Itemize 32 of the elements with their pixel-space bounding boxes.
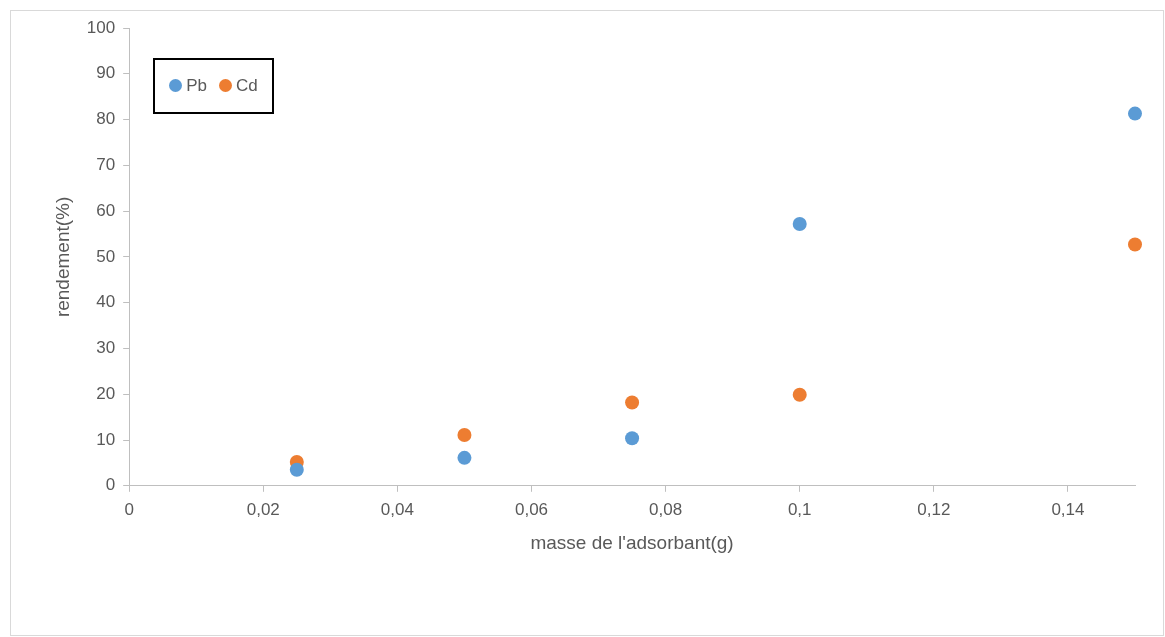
y-tick-label: 90 <box>96 63 116 83</box>
x-axis-title: masse de l'adsorbant(g) <box>530 531 734 553</box>
x-tick-label: 0 <box>124 499 134 519</box>
point <box>457 450 472 465</box>
point <box>792 216 807 231</box>
point <box>289 462 304 477</box>
y-tick-label: 50 <box>96 246 116 266</box>
y-tick-label: 100 <box>86 17 116 37</box>
x-tick-label: 0,1 <box>787 499 812 519</box>
x-tick-label: 0,12 <box>917 499 951 519</box>
x-tick-label: 0,06 <box>514 499 549 519</box>
y-tick-label: 80 <box>96 109 116 129</box>
x-tick-label: 0,04 <box>380 499 414 519</box>
legend-label: Pb <box>185 76 207 96</box>
point <box>625 395 640 410</box>
x-tick-label: 0,08 <box>649 499 683 519</box>
point <box>1128 237 1142 252</box>
y-tick-label: 60 <box>96 200 116 220</box>
x-tick-label: 0,02 <box>246 499 280 519</box>
point <box>792 387 807 402</box>
y-tick-label: 40 <box>96 292 116 312</box>
y-tick-label: 20 <box>96 383 116 403</box>
y-tick-label: 30 <box>96 338 116 358</box>
legend-label: Cd <box>234 76 258 96</box>
point <box>457 427 472 442</box>
y-tick-label: 70 <box>96 155 116 175</box>
y-tick-label: 0 <box>105 475 116 495</box>
x-tick-label: 0,14 <box>1051 499 1085 519</box>
point <box>625 431 640 446</box>
point <box>1128 106 1142 121</box>
y-tick-label: 10 <box>96 429 116 449</box>
y-axis-title: rendement(%) <box>51 196 73 318</box>
